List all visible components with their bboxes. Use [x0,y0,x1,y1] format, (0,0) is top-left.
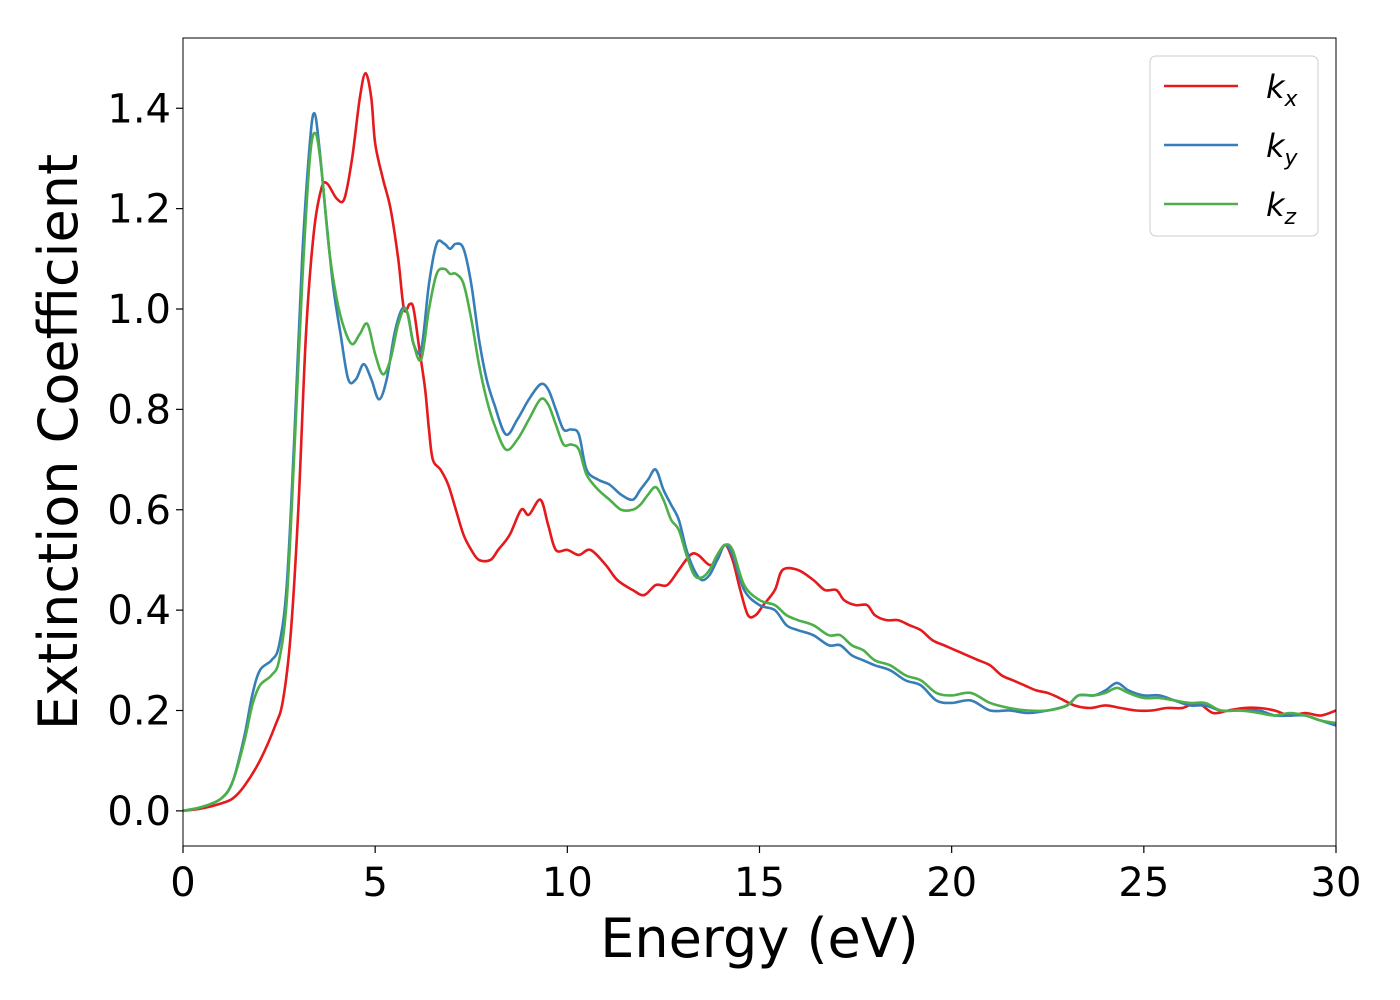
y-tick-label: 0.2 [107,688,171,734]
y-tick-label: 0.0 [107,789,171,835]
legend-label-k-z: kz [1266,186,1297,230]
y-tick-label: 0.8 [107,387,171,433]
x-tick-label: 15 [734,860,785,906]
legend: kx ky kz [1149,55,1319,237]
series-line-k-x [182,71,1337,813]
y-tick-label: 0.4 [107,588,171,634]
y-axis-title: Extinction Coefficient [27,154,90,730]
y-tick-label: 1.0 [107,287,171,333]
x-tick-label: 0 [170,860,195,906]
y-tick-label: 1.4 [107,86,171,132]
x-tick-label: 20 [926,860,977,906]
legend-label-k-x: kx [1266,68,1299,112]
x-tick-label: 5 [362,860,387,906]
y-tick-label: 0.6 [107,488,171,534]
y-tick-label: 1.2 [107,187,171,233]
x-tick-label: 30 [1311,860,1362,906]
x-axis-title: Energy (eV) [600,907,919,970]
x-axis-ticks: 0 5 10 15 20 25 30 [170,846,1361,906]
y-axis-ticks: 0.0 0.2 0.4 0.6 0.8 1.0 1.2 1.4 [107,86,183,835]
series-line-k-z [182,131,1337,813]
legend-label-k-y: ky [1266,127,1299,171]
x-tick-label: 10 [542,860,593,906]
x-tick-label: 25 [1118,860,1169,906]
series-layer [182,71,1337,813]
